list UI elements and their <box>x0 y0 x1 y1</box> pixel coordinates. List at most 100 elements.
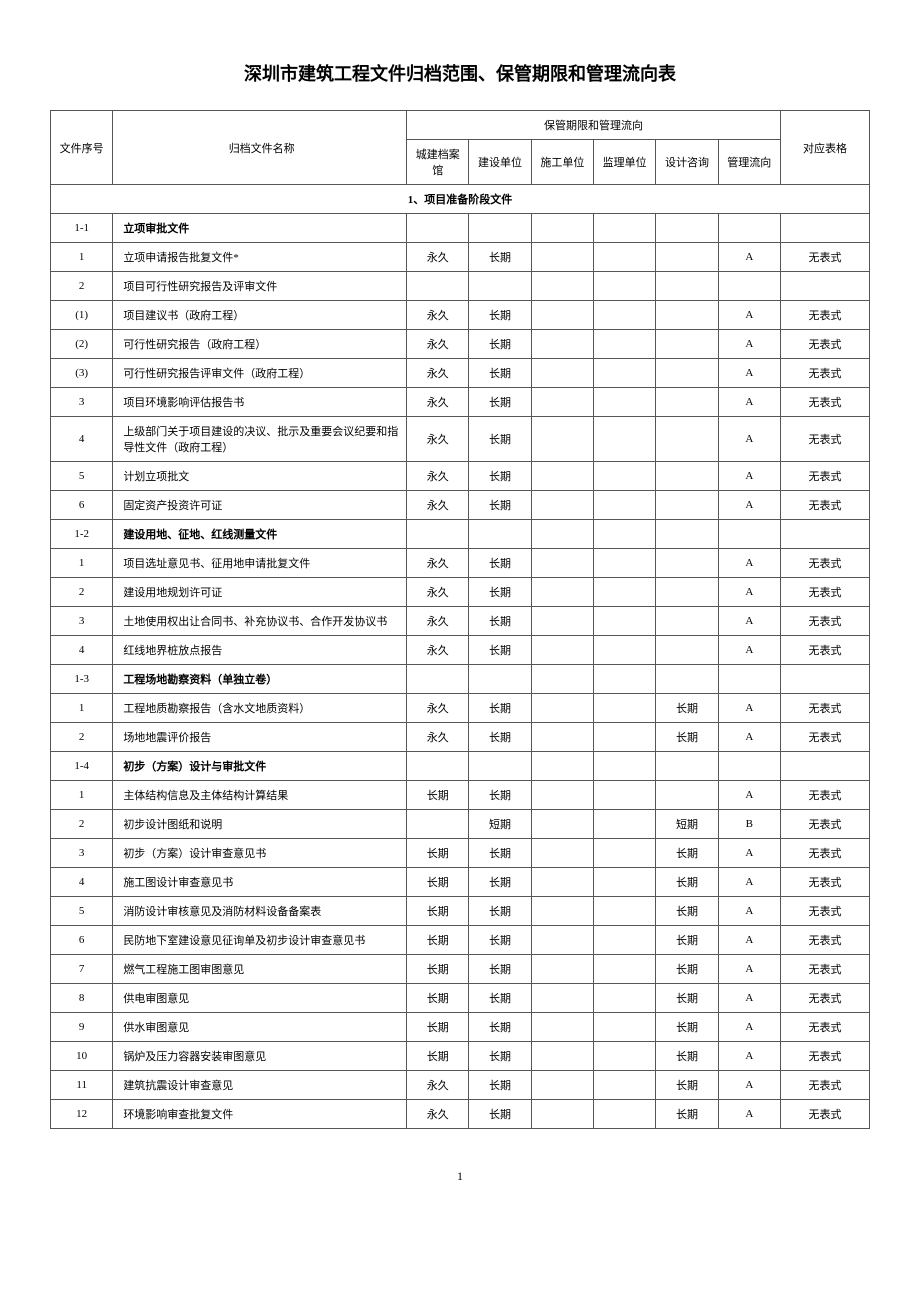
cell-form: 无表式 <box>780 694 869 723</box>
cell-c6: A <box>718 301 780 330</box>
cell-c6: A <box>718 1042 780 1071</box>
cell-seq: 5 <box>51 897 113 926</box>
cell-form: 无表式 <box>780 388 869 417</box>
cell-c5 <box>656 491 718 520</box>
cell-c1: 永久 <box>407 723 469 752</box>
cell-name: 民防地下室建设意见征询单及初步设计审查意见书 <box>113 926 407 955</box>
cell-c1: 永久 <box>407 417 469 462</box>
cell-c4 <box>594 272 656 301</box>
cell-c6: A <box>718 1071 780 1100</box>
cell-name: 可行性研究报告（政府工程） <box>113 330 407 359</box>
cell-c1: 永久 <box>407 330 469 359</box>
cell-c3 <box>531 243 593 272</box>
cell-c1: 长期 <box>407 897 469 926</box>
archive-table: 文件序号 归档文件名称 保管期限和管理流向 对应表格 城建档案馆 建设单位 施工… <box>50 110 870 1129</box>
cell-c3 <box>531 578 593 607</box>
cell-c4 <box>594 723 656 752</box>
cell-c2: 长期 <box>469 578 531 607</box>
cell-form: 无表式 <box>780 897 869 926</box>
cell-c2: 长期 <box>469 359 531 388</box>
header-c2: 建设单位 <box>469 140 531 185</box>
cell-c3 <box>531 1100 593 1129</box>
cell-c2: 长期 <box>469 301 531 330</box>
cell-c4 <box>594 1013 656 1042</box>
cell-c4 <box>594 388 656 417</box>
cell-c5 <box>656 272 718 301</box>
cell-seq: 7 <box>51 955 113 984</box>
cell-c3 <box>531 694 593 723</box>
cell-c1: 长期 <box>407 955 469 984</box>
cell-c4 <box>594 301 656 330</box>
cell-form: 无表式 <box>780 491 869 520</box>
cell-name: 工程地质勘察报告（含水文地质资料） <box>113 694 407 723</box>
cell-c5 <box>656 214 718 243</box>
cell-name: 立项申请报告批复文件* <box>113 243 407 272</box>
cell-c4 <box>594 839 656 868</box>
cell-form: 无表式 <box>780 1100 869 1129</box>
cell-c4 <box>594 781 656 810</box>
cell-form: 无表式 <box>780 578 869 607</box>
cell-c3 <box>531 665 593 694</box>
cell-name: 立项审批文件 <box>113 214 407 243</box>
cell-c3 <box>531 417 593 462</box>
cell-c4 <box>594 214 656 243</box>
cell-form: 无表式 <box>780 330 869 359</box>
cell-c5: 短期 <box>656 810 718 839</box>
cell-form: 无表式 <box>780 1013 869 1042</box>
cell-c3 <box>531 1071 593 1100</box>
cell-c4 <box>594 330 656 359</box>
cell-name: 主体结构信息及主体结构计算结果 <box>113 781 407 810</box>
cell-seq: 9 <box>51 1013 113 1042</box>
cell-name: 红线地界桩放点报告 <box>113 636 407 665</box>
cell-c5 <box>656 462 718 491</box>
cell-c2: 长期 <box>469 243 531 272</box>
cell-c5 <box>656 359 718 388</box>
cell-form <box>780 665 869 694</box>
cell-c3 <box>531 520 593 549</box>
cell-c5 <box>656 417 718 462</box>
cell-seq: (1) <box>51 301 113 330</box>
cell-c1: 永久 <box>407 388 469 417</box>
cell-c4 <box>594 897 656 926</box>
cell-c6: A <box>718 578 780 607</box>
cell-c6: A <box>718 897 780 926</box>
cell-name: 固定资产投资许可证 <box>113 491 407 520</box>
cell-c4 <box>594 984 656 1013</box>
cell-seq: 11 <box>51 1071 113 1100</box>
cell-c5: 长期 <box>656 839 718 868</box>
cell-c6: A <box>718 839 780 868</box>
cell-c1: 长期 <box>407 1013 469 1042</box>
cell-seq: 4 <box>51 868 113 897</box>
cell-c4 <box>594 520 656 549</box>
cell-c1: 永久 <box>407 1071 469 1100</box>
cell-c1: 永久 <box>407 694 469 723</box>
cell-form: 无表式 <box>780 243 869 272</box>
cell-c2 <box>469 214 531 243</box>
cell-seq: 1 <box>51 781 113 810</box>
cell-c1: 永久 <box>407 549 469 578</box>
cell-c1: 长期 <box>407 926 469 955</box>
cell-name: 初步（方案）设计审查意见书 <box>113 839 407 868</box>
cell-c1: 永久 <box>407 301 469 330</box>
cell-c5 <box>656 549 718 578</box>
cell-seq: 12 <box>51 1100 113 1129</box>
header-seq: 文件序号 <box>51 111 113 185</box>
cell-c5: 长期 <box>656 1071 718 1100</box>
cell-c3 <box>531 781 593 810</box>
cell-c4 <box>594 868 656 897</box>
page-title: 深圳市建筑工程文件归档范围、保管期限和管理流向表 <box>50 60 870 86</box>
cell-seq: 4 <box>51 636 113 665</box>
cell-c2: 长期 <box>469 1071 531 1100</box>
header-c1: 城建档案馆 <box>407 140 469 185</box>
cell-c1: 长期 <box>407 839 469 868</box>
cell-name: 供水审图意见 <box>113 1013 407 1042</box>
cell-name: 锅炉及压力容器安装审图意见 <box>113 1042 407 1071</box>
cell-c1: 长期 <box>407 868 469 897</box>
cell-name: 场地地震评价报告 <box>113 723 407 752</box>
cell-c6: A <box>718 868 780 897</box>
cell-c5 <box>656 665 718 694</box>
cell-form: 无表式 <box>780 636 869 665</box>
cell-c6: A <box>718 1013 780 1042</box>
cell-seq: 6 <box>51 491 113 520</box>
cell-c5 <box>656 752 718 781</box>
